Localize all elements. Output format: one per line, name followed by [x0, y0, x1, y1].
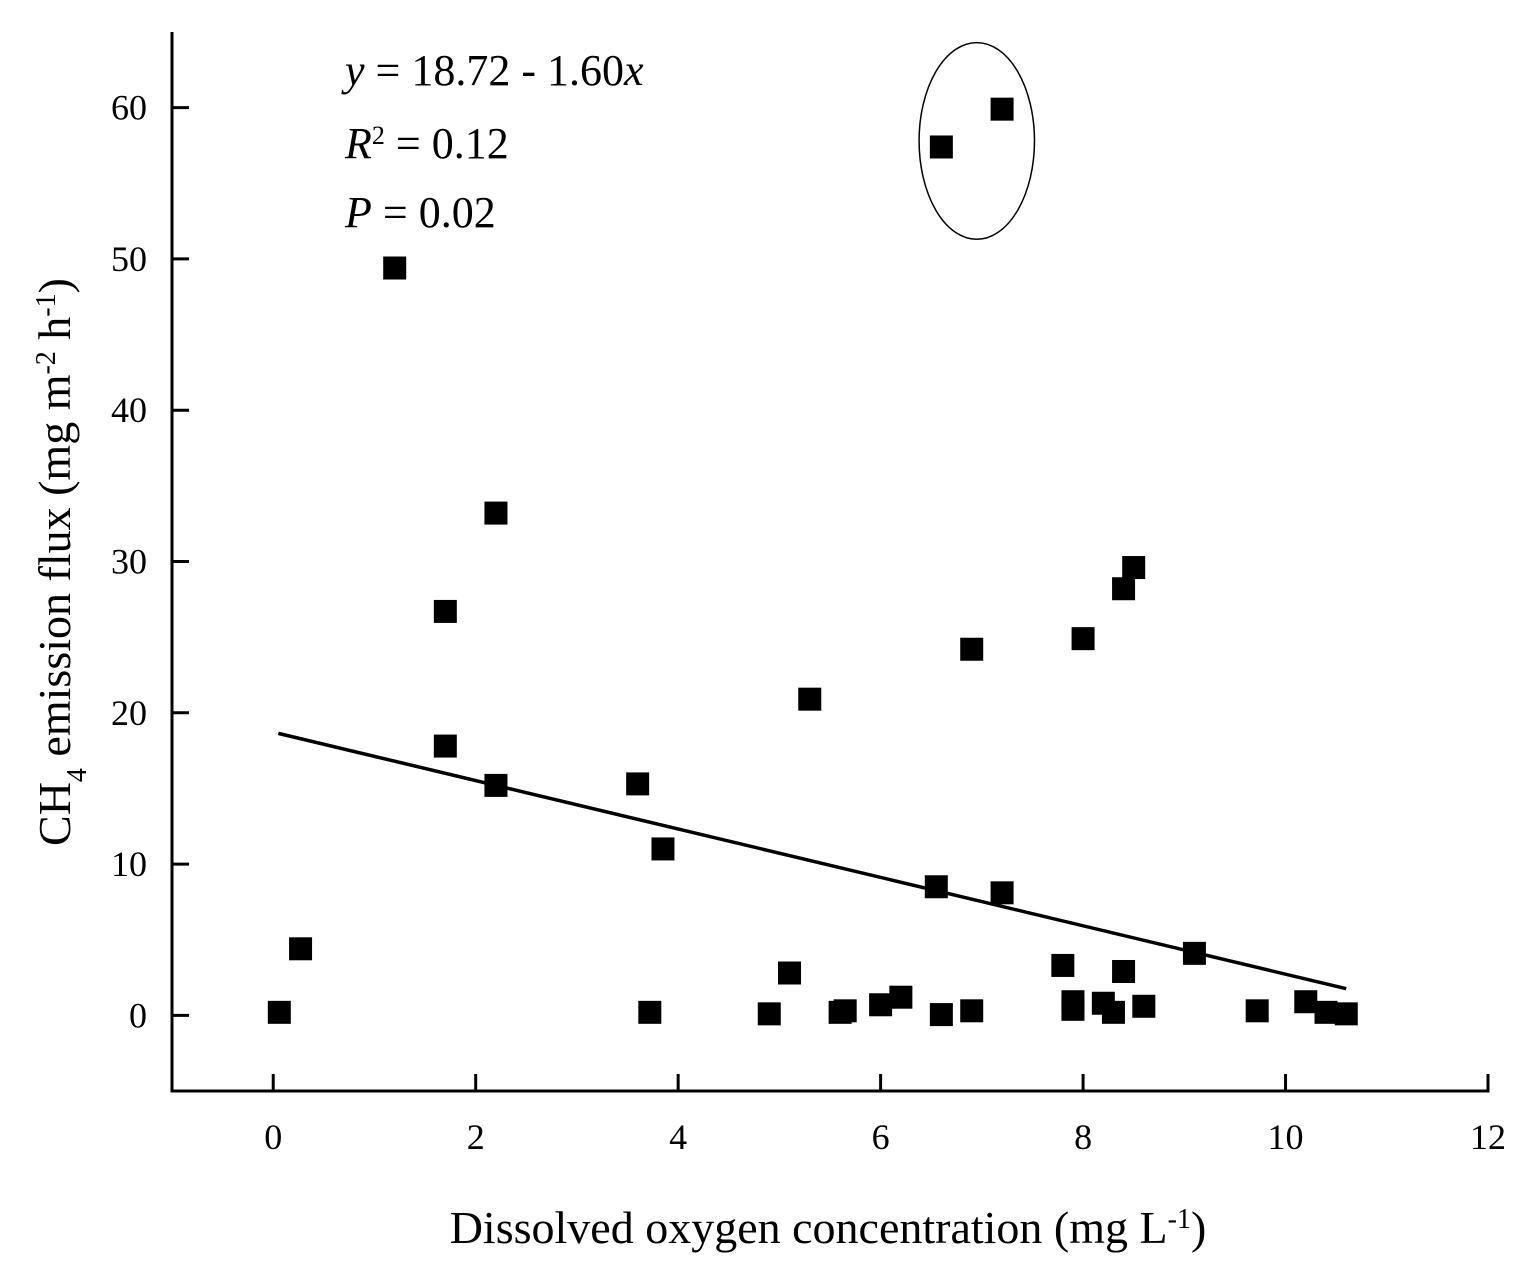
data-point	[960, 637, 984, 661]
data-point	[1314, 1000, 1338, 1024]
y-axis-title-c: h	[29, 317, 80, 352]
r-squared-var: R	[344, 119, 372, 168]
data-point	[757, 1002, 781, 1026]
x-axis-title-main: Dissolved oxygen concentration (mg L	[450, 1202, 1168, 1253]
highlight-ellipse	[918, 41, 1036, 241]
p-value-annotation: P = 0.02	[344, 188, 496, 237]
data-point	[869, 993, 893, 1017]
data-point	[889, 985, 913, 1009]
x-tick-label: 2	[467, 1117, 485, 1157]
data-point	[1112, 959, 1136, 983]
data-point	[626, 772, 650, 796]
data-point	[798, 687, 822, 711]
data-point	[990, 881, 1014, 905]
data-point	[638, 1000, 662, 1024]
equation-x-var: x	[623, 46, 644, 95]
data-point	[929, 1003, 953, 1027]
y-tick-label: 50	[111, 239, 147, 279]
data-point	[433, 734, 457, 758]
x-tick-label: 12	[1470, 1117, 1506, 1157]
y-axis-title-d: )	[29, 278, 80, 293]
y-axis-title-sup1: -2	[31, 351, 62, 374]
y-tick-label: 30	[111, 542, 147, 582]
data-point	[1112, 577, 1136, 601]
data-point	[289, 937, 313, 961]
data-point	[924, 875, 948, 899]
y-axis-title-sub: 4	[62, 768, 93, 782]
data-point	[1051, 953, 1075, 977]
highlight-ellipse-layer	[918, 41, 1036, 241]
data-point	[484, 773, 508, 797]
equation-annotation: y = 18.72 - 1.60x	[341, 46, 644, 95]
regression-line	[277, 731, 1347, 991]
x-tick-label: 0	[264, 1117, 282, 1157]
data-point	[1182, 941, 1206, 965]
x-axis-title-sup: -1	[1168, 1204, 1191, 1235]
data-point	[990, 97, 1014, 121]
p-value: = 0.02	[372, 188, 496, 237]
x-tick-label: 10	[1268, 1117, 1304, 1157]
y-axis-title-sup2: -1	[31, 293, 62, 316]
axes: 0 2 4 6 8 10 12 0 10 20 30 40 50 60	[111, 32, 1506, 1157]
data-point	[1132, 994, 1156, 1018]
data-point	[1122, 556, 1146, 580]
y-tick-label: 0	[129, 995, 147, 1035]
data-point	[1334, 1002, 1358, 1026]
y-tick-label: 10	[111, 844, 147, 884]
r-squared-value: = 0.12	[385, 119, 509, 168]
data-point	[929, 135, 953, 159]
data-point	[1245, 999, 1269, 1023]
x-tick-label: 6	[872, 1117, 890, 1157]
data-point	[1294, 990, 1318, 1014]
x-axis-title: Dissolved oxygen concentration (mg L-1)	[450, 1202, 1207, 1253]
x-tick-label: 4	[669, 1117, 687, 1157]
data-point	[433, 599, 457, 623]
points-layer	[267, 97, 1358, 1027]
data-point	[651, 837, 675, 861]
p-var: P	[344, 188, 372, 237]
y-axis-title-b: emission flux (mg m	[29, 374, 80, 768]
y-axis-title-a: CH	[29, 782, 80, 846]
data-point	[1071, 627, 1095, 651]
data-point	[1061, 997, 1085, 1021]
data-point	[383, 256, 407, 280]
equation-body: = 18.72 - 1.60	[365, 46, 624, 95]
equation-y-var: y	[341, 46, 365, 95]
y-axis-title: CH4 emission flux (mg m-2 h-1)	[29, 278, 93, 846]
data-point	[778, 961, 802, 985]
x-axis-title-end: )	[1191, 1202, 1206, 1253]
regression-layer	[277, 731, 1347, 991]
x-tick-label: 8	[1074, 1117, 1092, 1157]
data-point	[1101, 1000, 1125, 1024]
data-point	[267, 1000, 291, 1024]
data-point	[960, 999, 984, 1023]
y-tick-label: 20	[111, 693, 147, 733]
y-tick-label: 60	[111, 88, 147, 128]
r-squared-sup: 2	[372, 121, 385, 150]
y-tick-label: 40	[111, 390, 147, 430]
r-squared-annotation: R2 = 0.12	[344, 119, 509, 168]
data-point	[484, 501, 508, 525]
data-point	[833, 999, 857, 1023]
